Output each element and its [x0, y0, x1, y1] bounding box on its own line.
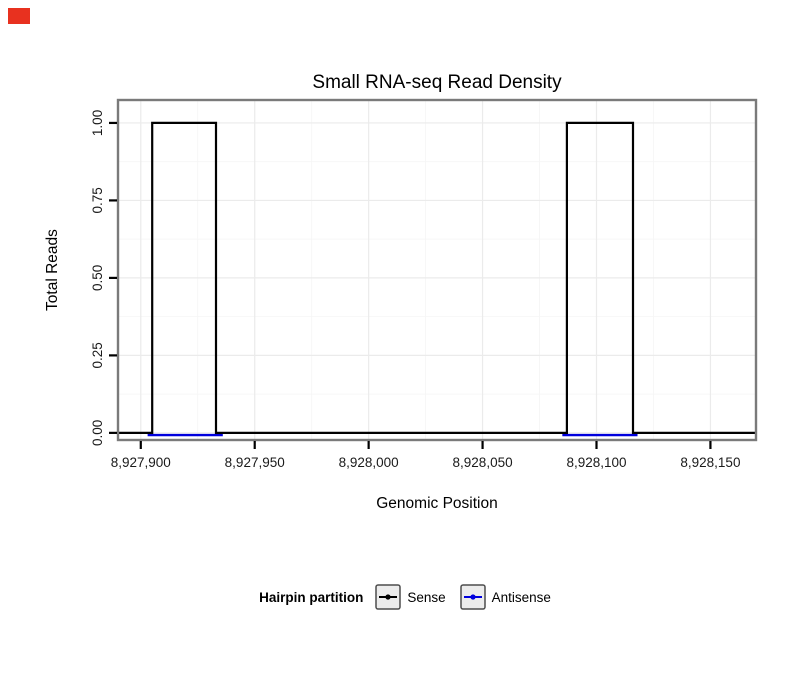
legend-label-sense: Sense	[407, 589, 446, 605]
x-tick-label: 8,927,900	[111, 455, 171, 470]
red-marker	[8, 8, 30, 24]
plot-panel	[118, 100, 756, 440]
panel-border	[116, 98, 758, 442]
sense-series-line	[118, 121, 756, 434]
legend-key-sense	[375, 584, 402, 610]
legend: Hairpin partition Sense Antisense	[0, 580, 810, 614]
y-tick-label: 0.75	[90, 187, 105, 213]
plot-layers: 8,927,900 8,927,950 8,928,000 8,928,050 8,92…	[90, 98, 758, 470]
chart-title: Small RNA-seq Read Density	[312, 72, 562, 93]
legend-label-antisense: Antisense	[491, 589, 551, 605]
legend-key-point	[385, 594, 391, 600]
x-tick-label: 8,927,950	[225, 455, 285, 470]
legend-key-point	[470, 594, 476, 600]
legend-entry-sense: Sense	[375, 584, 446, 610]
legend-entries: Sense Antisense	[375, 584, 551, 610]
y-axis-label: Total Reads	[44, 229, 61, 311]
y-tick-label: 0.50	[90, 265, 105, 291]
y-tick-label: 0.00	[90, 420, 105, 446]
x-axis-label: Genomic Position	[376, 495, 497, 512]
x-tick-label: 8,928,000	[339, 455, 399, 470]
y-tick-label: 1.00	[90, 110, 105, 136]
x-tick-label: 8,928,150	[680, 455, 740, 470]
chart: 8,927,900 8,927,950 8,928,000 8,928,050 8,92…	[44, 72, 758, 512]
legend-key-antisense	[459, 584, 486, 610]
x-tick-label: 8,928,100	[566, 455, 626, 470]
x-tick-label: 8,928,050	[453, 455, 513, 470]
legend-entry-antisense: Antisense	[459, 584, 551, 610]
y-tick-label: 0.25	[90, 342, 105, 368]
legend-title: Hairpin partition	[259, 589, 364, 605]
